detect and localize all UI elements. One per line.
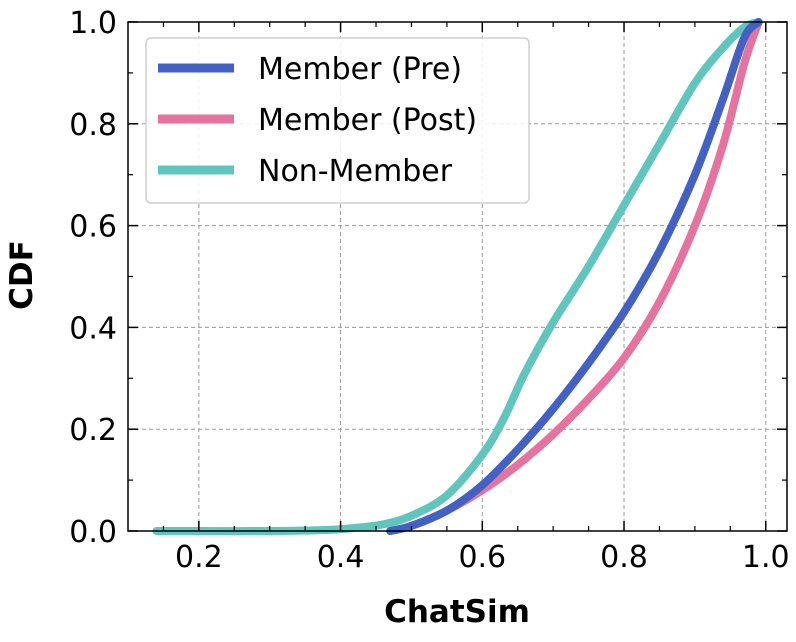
x-tick-labels: 0.2 0.4 0.6 0.8 1.0 (175, 540, 790, 575)
series-lines (152, 18, 763, 536)
legend-frame (145, 37, 530, 204)
legend-label-member-post: Member (Post) (258, 103, 477, 138)
x-tick-label: 0.4 (317, 540, 365, 575)
y-tick-label: 0.4 (69, 311, 117, 346)
x-tick-label: 0.6 (458, 540, 506, 575)
x-tick-label: 0.2 (175, 540, 223, 575)
x-tick-label: 0.8 (600, 540, 648, 575)
y-tick-labels: 0.0 0.2 0.4 0.6 0.8 1.0 (69, 6, 117, 550)
y-tick-label: 0.8 (69, 108, 117, 143)
y-tick-label: 0.6 (69, 210, 117, 245)
series-line-non-member (152, 18, 763, 536)
x-tick-label: 1.0 (742, 540, 790, 575)
series-line-member-pre (386, 18, 763, 535)
legend-label-member-pre: Member (Pre) (258, 52, 462, 87)
x-axis-title: ChatSim (384, 594, 530, 630)
y-tick-label: 0.0 (69, 515, 117, 550)
legend: Member (Pre) Member (Post) Non-Member (145, 37, 530, 204)
legend-label-non-member: Non-Member (258, 154, 453, 189)
y-tick-label: 0.2 (69, 413, 117, 448)
y-axis-title: CDF (4, 240, 40, 310)
axis-ticks (128, 21, 787, 532)
y-tick-label: 1.0 (69, 6, 117, 41)
